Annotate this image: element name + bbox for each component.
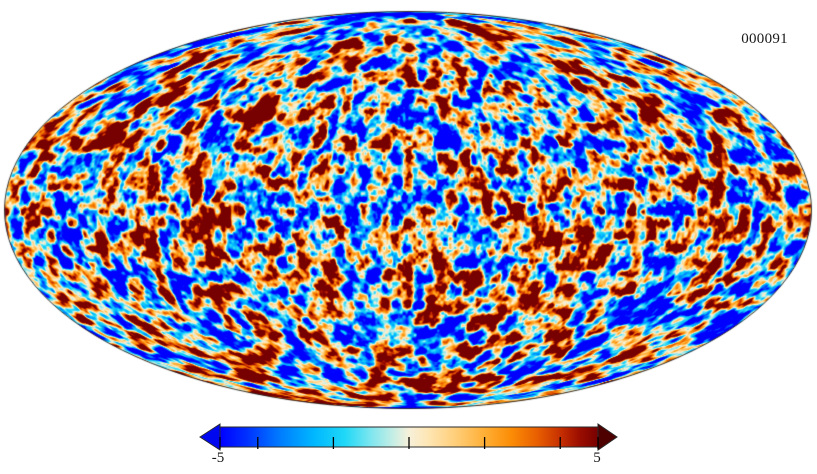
colorbar-over-arrow xyxy=(597,423,618,451)
frame-number-label: 000091 xyxy=(741,31,788,47)
colorbar-under-arrow xyxy=(199,423,221,451)
colorbar-max-label: 5 xyxy=(593,450,601,466)
colorbar-min-label: -5 xyxy=(212,450,225,466)
colorbar-ticks xyxy=(219,437,599,449)
sky-map-mollweide xyxy=(0,0,817,418)
colorbar: -5 5 xyxy=(199,423,618,466)
